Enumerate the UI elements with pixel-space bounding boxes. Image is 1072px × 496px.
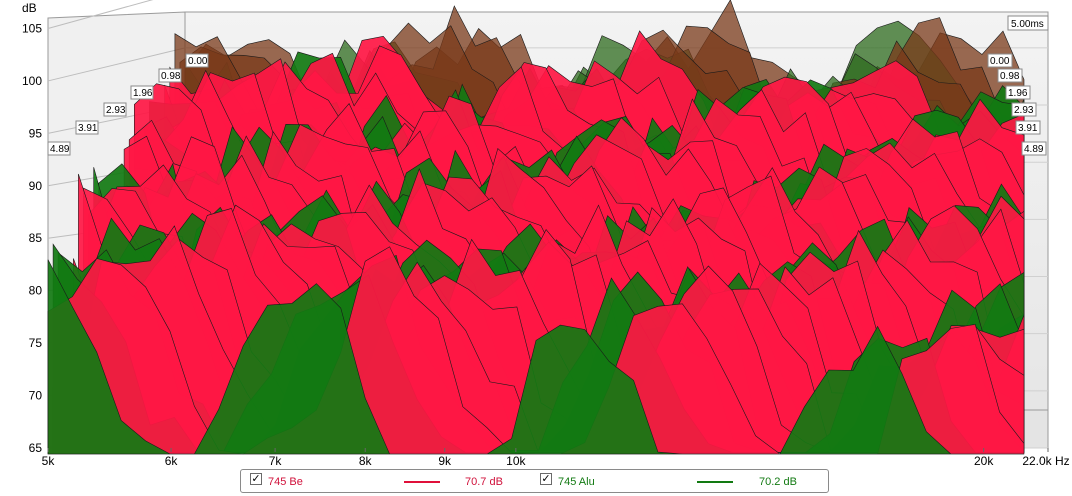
time-slice-box [185, 53, 209, 68]
time-slice-label: 2.93 [1014, 105, 1034, 116]
series-2-value: 70.2 dB [759, 476, 797, 488]
time-slice-label: 1.96 [133, 88, 153, 99]
grid-line-y [47, 47, 186, 82]
series-2-checkbox[interactable]: ✓ [540, 473, 552, 485]
time-slice-label: 0.98 [1000, 71, 1020, 82]
y-axis-ticks: 105 100 95 90 85 80 75 70 65 [22, 21, 42, 455]
y-tick-label: 80 [29, 284, 43, 298]
time-slice-box [997, 68, 1023, 83]
x-tick-label: 9k [438, 454, 452, 468]
time-end-box [1007, 15, 1049, 31]
time-slice-box [103, 102, 127, 117]
time-slice-label: 4.89 [1024, 144, 1044, 155]
time-slice-box [130, 85, 154, 100]
decay-slice-2 [47, 259, 1024, 455]
x-tick-label: 8k [359, 454, 373, 468]
time-slice-label: 0.00 [990, 56, 1010, 67]
y-tick-label: 70 [29, 389, 43, 403]
time-slice-label: 3.91 [78, 123, 98, 134]
y-tick-label: 90 [29, 179, 43, 193]
y-tick-label: 65 [29, 441, 43, 455]
time-slice-labels: 0.00 0.98 1.96 2.93 3.91 4.89 0.00 0.98 1.96 2.93… [47, 53, 1047, 156]
time-slice-box [1011, 102, 1037, 117]
x-tick-label: 22.0k Hz [1022, 454, 1069, 468]
y-tick-label: 95 [29, 126, 43, 140]
series-1-value: 70.7 dB [465, 476, 503, 488]
grid-line-y [47, 0, 154, 29]
time-slice-label: 1.96 [1008, 88, 1028, 99]
x-tick-label: 20k [974, 454, 994, 468]
series-1-swatch [404, 481, 440, 483]
time-slice-label: 4.89 [50, 144, 70, 155]
time-slice-box [75, 120, 99, 135]
x-tick-label: 6k [165, 454, 179, 468]
series-1-name: 745 Be [268, 476, 303, 488]
y-axis-label: dB [22, 1, 37, 15]
time-slice-label: 0.98 [161, 71, 181, 82]
x-tick-label: 7k [269, 454, 283, 468]
series-2-swatch [697, 481, 733, 483]
time-slice-label: 3.91 [1018, 123, 1038, 134]
x-axis-ticks: 5k 6k 7k 8k 9k 10k 20k 22.0k Hz [42, 448, 1070, 468]
time-slice-label: 0.00 [188, 56, 208, 67]
y-tick-label: 105 [22, 21, 42, 35]
time-slice-box [987, 53, 1013, 68]
time-slice-box [1021, 141, 1047, 156]
time-slice-box [1015, 120, 1041, 135]
y-tick-label: 75 [29, 336, 43, 350]
decay-surfaces [47, 0, 1025, 455]
time-slice-box [158, 68, 182, 83]
time-slice-box [47, 141, 71, 156]
x-tick-label: 10k [506, 454, 526, 468]
x-tick-label: 5k [42, 454, 56, 468]
series-2-name: 745 Alu [558, 476, 595, 488]
y-tick-label: 85 [29, 231, 43, 245]
time-slice-box [1005, 85, 1031, 100]
time-slice-label: 2.93 [106, 105, 126, 116]
time-end-label: 5.00ms [1011, 19, 1044, 30]
y-tick-label: 100 [22, 74, 42, 88]
legend: ✓ 745 Be 70.7 dB ✓ 745 Alu 70.2 dB [240, 469, 829, 493]
series-1-checkbox[interactable]: ✓ [250, 473, 262, 485]
